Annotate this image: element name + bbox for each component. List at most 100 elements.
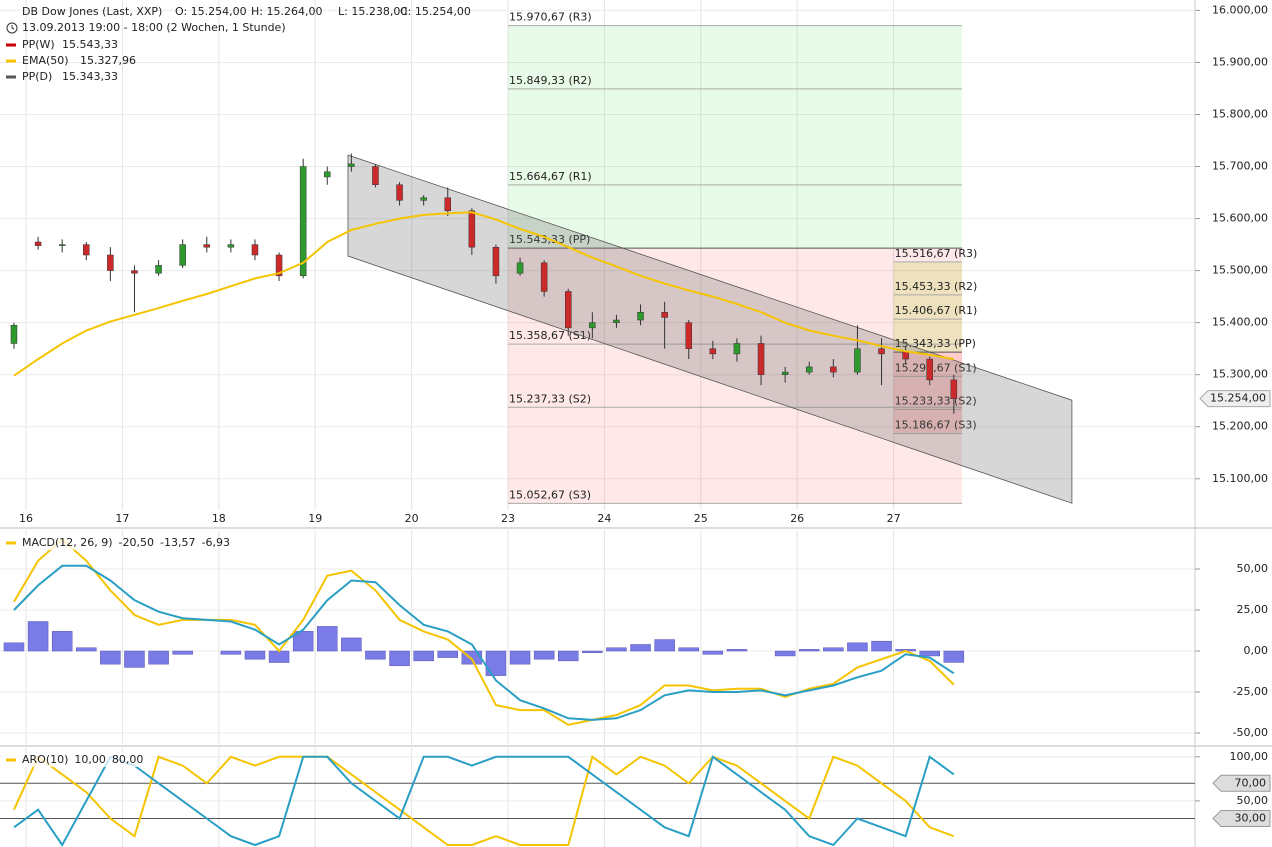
y-tick-label: 15.700,00 <box>1212 160 1268 173</box>
histogram-bar <box>76 647 97 652</box>
y-tick-label: 100,00 <box>1230 750 1269 763</box>
x-tick-label: 25 <box>694 512 708 525</box>
histogram-bar <box>27 621 49 652</box>
histogram-bar <box>220 650 242 655</box>
histogram-bar <box>798 649 820 652</box>
histogram-bar <box>606 647 627 652</box>
candle-body <box>613 319 620 323</box>
candle-body <box>709 348 717 355</box>
histogram-bar <box>3 642 25 652</box>
legend-ohlc: H: 15.264,00 <box>251 5 322 18</box>
y-tick-label: 15.100,00 <box>1212 472 1268 485</box>
histogram-bar <box>678 647 699 652</box>
candle-body <box>492 246 500 277</box>
y-tick-label: 15.200,00 <box>1212 420 1268 433</box>
candle-body <box>637 311 644 321</box>
clock-hand <box>11 25 15 30</box>
candle-body <box>131 270 138 274</box>
ema-line <box>13 211 954 377</box>
y-tick-label: 50,00 <box>1237 562 1269 575</box>
histogram-bar <box>943 650 965 663</box>
candle-body <box>34 241 42 246</box>
legend-value: -20,50 <box>119 536 154 549</box>
candle-body <box>227 244 235 248</box>
candle-body <box>926 358 933 381</box>
legend-ohlc: O: 15.254,00 <box>175 5 247 18</box>
candle-body <box>950 379 958 399</box>
legend-value: -6,93 <box>201 536 229 549</box>
pivot-label: 15.052,67 (S3) <box>509 488 591 501</box>
x-tick-label: 23 <box>501 512 515 525</box>
legend-bg <box>2 753 152 767</box>
histogram-bar <box>437 650 459 658</box>
candle-body <box>540 262 548 292</box>
candle-body <box>468 210 476 248</box>
y-tick-label: 15.800,00 <box>1212 107 1268 120</box>
trend-channel <box>347 154 1073 504</box>
histogram-bar <box>533 650 555 660</box>
histogram-bar <box>100 650 121 665</box>
x-tick-label: 20 <box>405 512 419 525</box>
candle-body <box>661 311 668 318</box>
y-tick-label: 50,00 <box>1237 794 1269 807</box>
legend-ohlc: L: 15.238,00 <box>338 5 407 18</box>
y-tick-label: -50,00 <box>1233 726 1268 739</box>
candle-body <box>10 325 18 344</box>
x-tick-label: 18 <box>212 512 226 525</box>
legend-period: 13.09.2013 19:00 - 18:00 (2 Wochen, 1 St… <box>22 21 286 34</box>
pivot-zone-up <box>893 261 963 353</box>
histogram-bar <box>51 631 73 652</box>
histogram-bar <box>124 650 145 668</box>
legend-name: ARO(10) <box>22 753 68 766</box>
candle-body <box>685 322 692 349</box>
x-tick-label: 19 <box>308 512 322 525</box>
pivot-label: 15.237,33 (S2) <box>509 392 591 405</box>
candle-body <box>203 244 211 248</box>
histogram-bar <box>148 650 169 665</box>
candle-body <box>58 244 66 246</box>
histogram-bar <box>244 650 266 660</box>
histogram-bar <box>485 650 507 676</box>
candle-body <box>372 166 379 185</box>
y-tick-label: 16.000,00 <box>1212 3 1268 16</box>
legend-name: EMA(50) <box>22 54 69 67</box>
candle-body <box>107 254 114 271</box>
histogram-bar <box>630 644 651 652</box>
candle-body <box>589 322 596 329</box>
candle-body <box>854 348 861 373</box>
histogram-bar <box>919 650 940 657</box>
clock-icon <box>6 22 18 34</box>
histogram-bar <box>341 637 362 652</box>
y-tick-label: -25,00 <box>1233 685 1268 698</box>
y-tick-label: 25,00 <box>1237 603 1269 616</box>
reference-label: 70,00 <box>1235 776 1267 789</box>
candle-body <box>179 244 186 266</box>
candle-body <box>299 166 307 277</box>
histogram-bar <box>389 650 410 667</box>
histogram-bar <box>268 650 290 663</box>
pivot-zone-down <box>508 248 963 504</box>
pivot-label: 15.296,67 (S1) <box>895 361 977 374</box>
y-tick-label: 15.600,00 <box>1212 212 1268 225</box>
pivot-label: 15.849,33 (R2) <box>509 74 592 87</box>
legend-name: PP(D) <box>22 70 52 83</box>
reference-tag <box>1212 774 1271 792</box>
histogram-bar <box>702 650 724 655</box>
legend-name: MACD(12, 26, 9) <box>22 536 113 549</box>
candle-body <box>565 291 572 329</box>
histogram-bar <box>774 650 796 657</box>
histogram-bar <box>558 650 579 662</box>
y-tick-label: 15.300,00 <box>1212 368 1268 381</box>
candle-body <box>805 366 813 373</box>
candle-body <box>251 244 259 256</box>
legend-value: 15.343,33 <box>62 70 118 83</box>
reference-label: 30,00 <box>1235 812 1267 825</box>
histogram-bar <box>172 650 193 655</box>
candle-body <box>348 163 355 167</box>
pivot-zone-up <box>508 25 963 249</box>
x-tick-label: 26 <box>790 512 804 525</box>
candle-body <box>733 343 741 355</box>
